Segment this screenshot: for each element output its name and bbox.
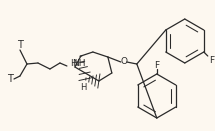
Text: H: H <box>70 59 76 69</box>
Text: O: O <box>120 58 127 67</box>
Text: T: T <box>17 40 23 50</box>
Text: H: H <box>80 83 86 91</box>
Text: NH: NH <box>72 59 85 69</box>
Text: F: F <box>154 61 159 70</box>
Text: F: F <box>209 56 214 64</box>
Text: T: T <box>7 74 13 84</box>
